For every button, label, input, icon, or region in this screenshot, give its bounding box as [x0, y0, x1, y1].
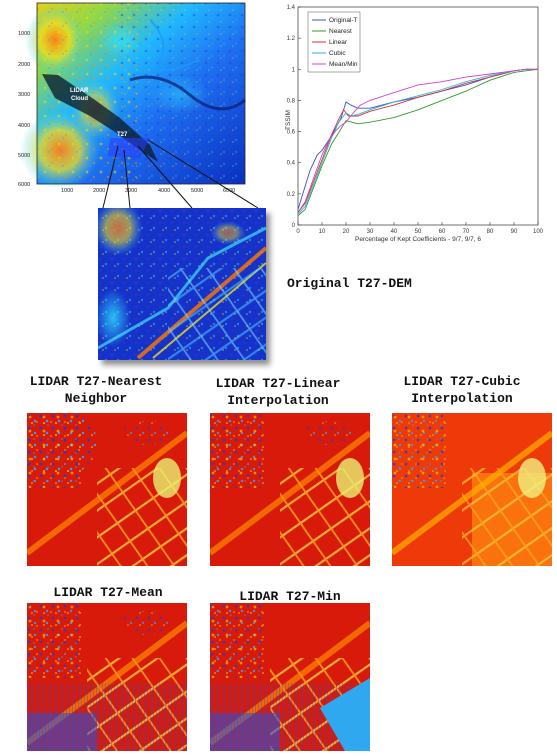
chart-x-tick-label: 40 [391, 229, 398, 235]
chart-y-ticks: 0 0.2 0.4 0.6 0.8 1 1.2 1.4 [287, 5, 301, 229]
chart-y-axis-label: TSSIM [285, 110, 292, 130]
map-y-tick: 6000 [18, 182, 30, 188]
label-linear-line1: LIDAR T27-Linear [215, 376, 341, 391]
chart-x-tick-label: 90 [511, 229, 518, 235]
chart-x-tick-label: 30 [367, 229, 374, 235]
result-linear-image [208, 413, 372, 566]
map-x-tick: 2000 [93, 188, 105, 194]
tile-label: T27 [117, 132, 128, 138]
chart-x-tick-label: 20 [343, 229, 350, 235]
chart-x-tick-label: 60 [439, 229, 446, 235]
chart-legend-entry: Mean/Min [329, 61, 358, 68]
map-x-tick: 5000 [191, 188, 203, 194]
result-min-image [208, 603, 372, 751]
caption-original-t27-dem: Original T27-DEM [287, 276, 412, 291]
map-x-tick: 3000 [125, 188, 137, 194]
result-cubic-image [390, 413, 554, 566]
chart-legend-entry: Nearest [329, 28, 352, 35]
chart-y-tick-label: 0.8 [287, 98, 296, 104]
chart-x-tick-label: 70 [463, 229, 470, 235]
chart-x-tick-label: 0 [296, 229, 300, 235]
chart-series-nearest [297, 68, 539, 217]
tssim-chart: 0 0.2 0.4 0.6 0.8 1 1.2 1.4 0 10 20 30 40 50 60 70 80 90… [270, 0, 552, 252]
t27-tile-region [108, 138, 150, 158]
result-nearest-image [17, 408, 189, 566]
chart-y-tick-label: 0.2 [287, 192, 296, 198]
lidar-overview-map: LIDAR Cloud T27 1000 2000 3000 4000 5000… [0, 0, 250, 200]
chart-series-lines [297, 68, 539, 217]
label-linear-line2: Interpolation [227, 393, 329, 408]
map-x-tick: 4000 [158, 188, 170, 194]
map-x-tick: 1000 [61, 188, 73, 194]
chart-y-tick-label: 0 [292, 223, 296, 229]
map-y-tick: 4000 [18, 123, 30, 129]
map-y-ticks: 1000 2000 3000 4000 5000 6000 [18, 31, 30, 188]
result-mean-image [25, 603, 189, 751]
chart-legend-entry: Cubic [329, 50, 346, 57]
chart-x-tick-label: 10 [319, 229, 326, 235]
cloud-label-line1: LIDAR [70, 88, 89, 94]
chart-legend: Original-T Nearest Linear Cubic Mean/Min [307, 11, 361, 73]
map-frame [36, 2, 246, 185]
chart-x-tick-label: 100 [533, 229, 544, 235]
zoom-connector-lines [101, 139, 259, 213]
chart-y-tick-label: 1 [292, 67, 296, 73]
label-nearest-line1: LIDAR T27-Nearest [29, 374, 163, 389]
chart-x-ticks: 0 10 20 30 40 50 60 70 80 90 100 [296, 222, 544, 235]
chart-x-tick-label: 80 [487, 229, 494, 235]
label-nearest-line2: Neighbor [64, 391, 128, 406]
chart-y-tick-label: 1.4 [287, 5, 296, 11]
label-cubic-line1: LIDAR T27-Cubic [403, 374, 521, 389]
chart-y-tick-label: 0.6 [287, 130, 296, 136]
label-min-line1: LIDAR T27-Min [239, 589, 341, 604]
chart-x-tick-label: 50 [415, 229, 422, 235]
chart-series-mean-min [297, 68, 538, 213]
chart-series-linear [297, 68, 538, 213]
map-y-tick: 1000 [18, 31, 30, 37]
t27-zoom-image [93, 200, 268, 360]
chart-legend-entry: Linear [329, 39, 348, 46]
chart-legend-entry: Original-T [329, 17, 358, 24]
chart-y-tick-label: 0.4 [287, 161, 296, 167]
chart-y-tick-label: 1.2 [287, 36, 296, 42]
map-x-ticks: 1000 2000 3000 4000 5000 6000 [61, 188, 235, 194]
map-y-tick: 3000 [18, 92, 30, 98]
cloud-label-line2: Cloud [71, 96, 88, 102]
label-cubic-line2: Interpolation [411, 391, 513, 406]
chart-series-cubic [297, 68, 538, 215]
chart-x-axis-label: Percentage of Kept Coefficients - 9/7, 9… [355, 236, 481, 243]
label-mean-line1: LIDAR T27-Mean [53, 585, 163, 600]
map-y-tick: 2000 [18, 62, 30, 68]
map-y-tick: 5000 [18, 153, 30, 159]
map-x-tick: 6000 [223, 188, 235, 194]
